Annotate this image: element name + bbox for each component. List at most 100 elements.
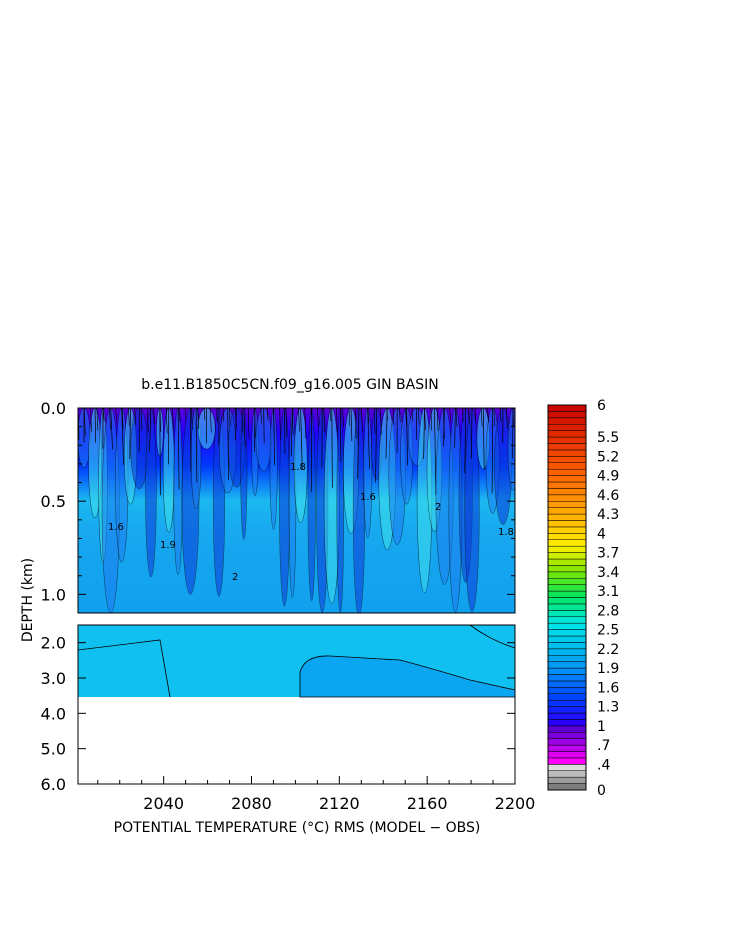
colorbar-swatch	[547, 738, 587, 746]
lower-panel	[77, 624, 516, 785]
colorbar-swatch	[547, 488, 587, 496]
contour-line	[96, 408, 99, 431]
contour-line	[424, 408, 426, 430]
contour-line	[172, 408, 174, 430]
colorbar-label: 3.1	[597, 584, 619, 600]
lower-contour-line	[77, 639, 171, 698]
y-tick-label: 1.0	[41, 585, 66, 604]
x-axis-title: POTENTIAL TEMPERATURE (°C) RMS (MODEL − …	[114, 820, 481, 836]
contour-line	[392, 408, 395, 425]
colorbar-swatch	[547, 764, 587, 771]
contour-line	[449, 408, 451, 422]
colorbar-swatch	[547, 655, 587, 662]
contour-line	[373, 408, 376, 434]
y-tick-label: 0.5	[41, 492, 66, 511]
contour-line	[128, 408, 130, 427]
contour-line	[499, 408, 502, 423]
colorbar-swatch	[547, 424, 587, 431]
contour-line	[482, 408, 485, 470]
contour-label: 1.8	[290, 462, 306, 473]
contour-line	[339, 408, 342, 462]
contour-line	[471, 408, 473, 459]
contour-line	[210, 408, 212, 433]
contour-line	[110, 408, 113, 450]
contour-line	[480, 408, 483, 427]
colorbar-swatch	[547, 597, 587, 605]
colorbar-swatch	[547, 578, 587, 585]
contour-line	[357, 408, 360, 479]
colorbar-label: .4	[597, 757, 610, 773]
colorbar-swatch	[547, 417, 587, 425]
colorbar-swatch	[547, 501, 587, 508]
colorbar-swatch	[547, 667, 587, 675]
contour-cell	[352, 408, 366, 613]
contour-line	[216, 408, 218, 423]
colorbar-swatch	[547, 661, 587, 669]
colorbar-swatch	[547, 558, 587, 566]
contour-line	[336, 408, 338, 433]
y-tick-label: 5.0	[41, 740, 66, 759]
contour-line	[300, 408, 303, 470]
y-tick-label: 0.0	[41, 399, 66, 418]
contour-line	[304, 408, 307, 439]
contour-line	[430, 408, 433, 431]
contour-line	[134, 408, 136, 425]
contour-line	[385, 408, 388, 459]
colorbar-swatch	[547, 719, 587, 727]
contour-label: 2	[232, 572, 238, 583]
colorbar-swatch	[547, 783, 587, 791]
contour-line	[140, 408, 143, 431]
colorbar-swatch	[547, 404, 587, 412]
colorbar-frame	[547, 404, 587, 791]
colorbar-swatch	[547, 584, 587, 592]
contour-line	[90, 408, 92, 433]
contour-line	[436, 408, 439, 431]
contour-label: 1.9	[160, 540, 176, 551]
y-tick-label: 4.0	[41, 704, 66, 723]
y-axis-title: DEPTH (km)	[20, 558, 36, 642]
chart-title: b.e11.B1850C5CN.f09_g16.005 GIN BASIN	[141, 377, 438, 393]
contour-line	[279, 408, 281, 440]
contour-line	[512, 408, 514, 427]
colorbar-swatch	[547, 462, 587, 470]
colorbar: 6 5.5 5.2 4.9 4.6 4.3 4 3.7 3.4 3.1 2.8 2.5 2.2 1.9 1.…	[547, 398, 619, 799]
contour-line	[165, 408, 168, 434]
contour-label: 2	[435, 502, 441, 513]
colorbar-swatch	[547, 603, 587, 611]
colorbar-swatch	[547, 475, 587, 483]
contour-line	[159, 408, 162, 432]
contour-cell	[464, 408, 480, 612]
upper-panel-frame	[77, 407, 516, 614]
colorbar-label: 3.4	[597, 565, 619, 581]
colorbar-label: 6	[597, 398, 606, 414]
contour-line	[197, 408, 199, 430]
contour-line	[84, 408, 86, 437]
contour-line	[506, 408, 508, 429]
colorbar-label: 2.5	[597, 623, 619, 639]
contour-line	[399, 408, 401, 423]
contour-line	[102, 408, 105, 422]
contour-line	[380, 408, 382, 435]
colorbar-label: 1	[597, 719, 606, 735]
colorbar-swatch	[547, 757, 587, 765]
contour-line	[129, 408, 131, 460]
colorbar-swatch	[547, 680, 587, 688]
contour-line	[121, 408, 124, 465]
contour-cell	[307, 408, 316, 602]
contour-line	[247, 408, 250, 440]
x-tick-label: 2200	[495, 794, 536, 813]
colorbar-label: 1.9	[597, 661, 619, 677]
contour-cell	[269, 408, 278, 530]
colorbar-label: 4.9	[597, 469, 619, 485]
contour-cell	[145, 408, 157, 578]
lower-contour-line	[469, 624, 516, 649]
contour-line	[177, 408, 180, 490]
colorbar-swatch	[547, 751, 587, 759]
colorbar-swatch	[547, 539, 587, 547]
contour-cell	[336, 408, 345, 613]
contour-line	[147, 408, 149, 432]
colorbar-swatch	[547, 770, 587, 778]
contour-line	[411, 408, 414, 422]
x-tick-label: 2040	[143, 794, 184, 813]
